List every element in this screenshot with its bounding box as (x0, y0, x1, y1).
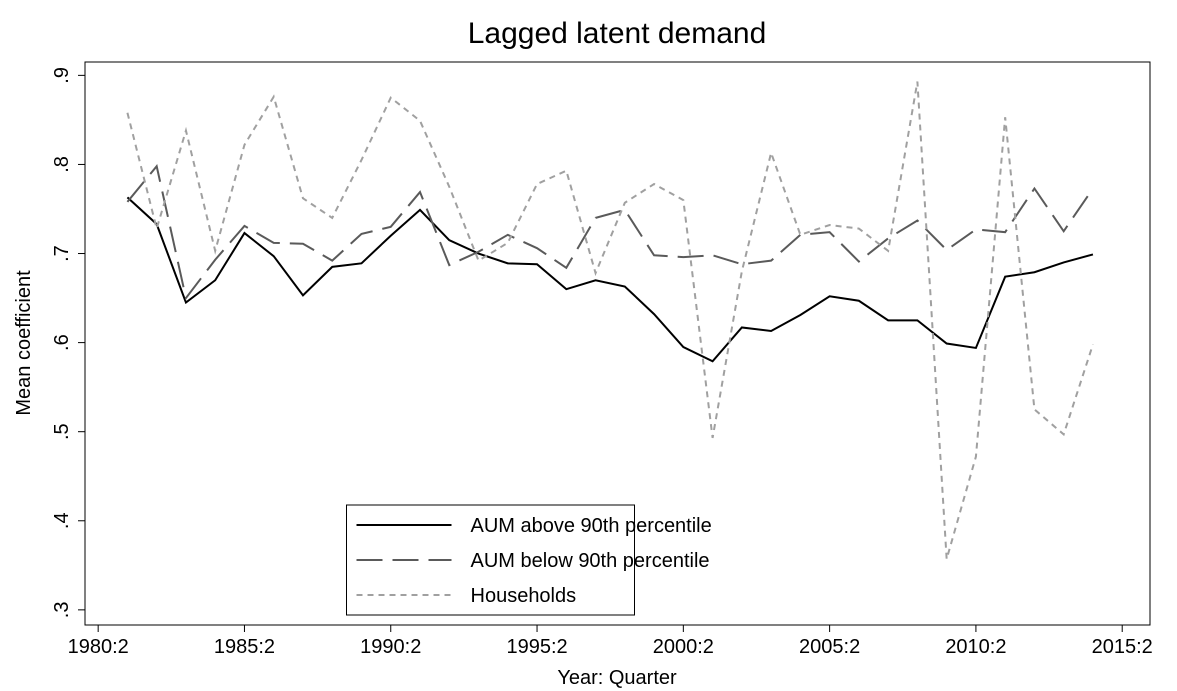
chart-title: Lagged latent demand (468, 17, 767, 50)
plot-frame (84, 61, 1151, 626)
y-axis-label: Mean coefficient (13, 270, 35, 416)
series-line (126, 196, 1094, 363)
legend-label: AUM below 90th percentile (471, 550, 710, 572)
legend-label: AUM above 90th percentile (471, 515, 712, 537)
x-tick-label: 1980:2 (68, 636, 129, 658)
y-tick-label: .4 (51, 512, 73, 529)
y-tick-label: .8 (51, 156, 73, 173)
y-tick-label: .7 (51, 245, 73, 262)
x-tick-label: 1995:2 (506, 636, 567, 658)
y-tick-label: .5 (51, 423, 73, 440)
x-tick-label: 1985:2 (214, 636, 275, 658)
y-tick-label: .6 (51, 334, 73, 351)
x-tick-label: 1990:2 (360, 636, 421, 658)
x-axis-label: Year: Quarter (557, 667, 677, 689)
series-line (126, 81, 1094, 560)
x-tick-label: 2005:2 (799, 636, 860, 658)
x-tick-label: 2015:2 (1092, 636, 1153, 658)
series-line (126, 164, 1094, 301)
y-tick-label: .3 (51, 602, 73, 619)
legend-label: Households (471, 585, 577, 607)
x-tick-label: 2000:2 (653, 636, 714, 658)
x-tick-label: 2010:2 (945, 636, 1006, 658)
y-tick-label: .9 (51, 67, 73, 84)
